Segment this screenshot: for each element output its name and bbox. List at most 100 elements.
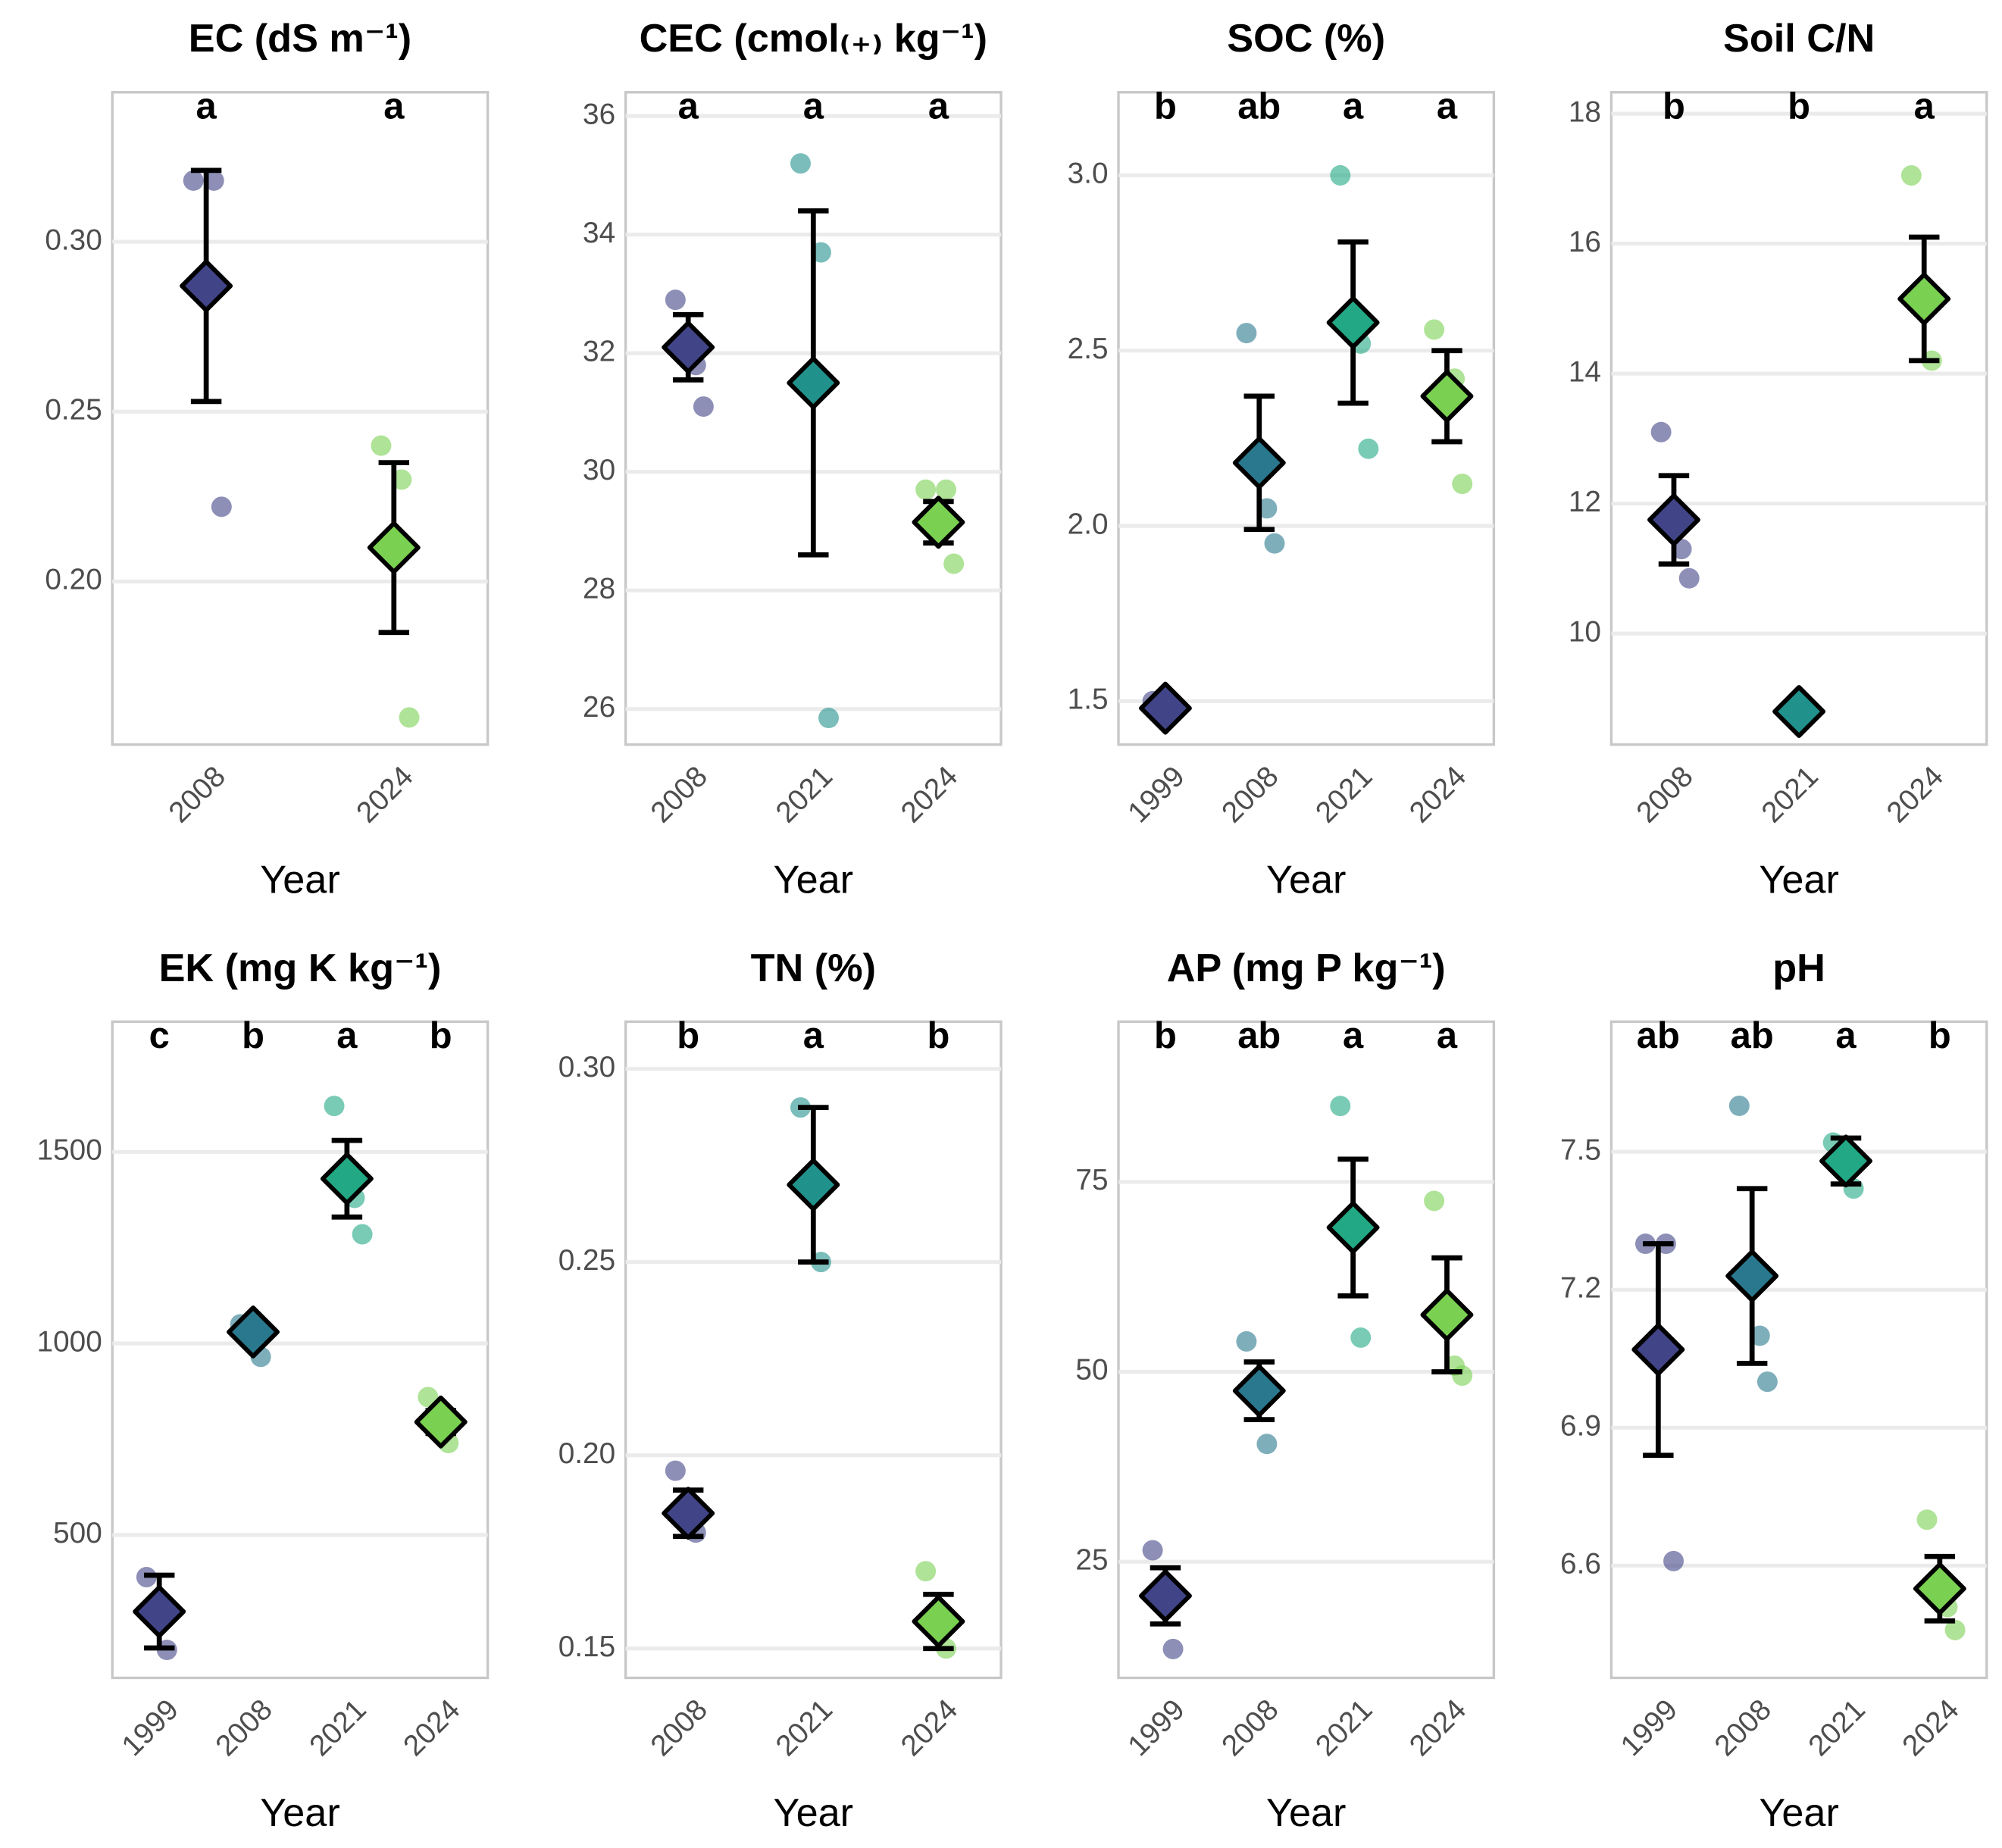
mean-diamond	[1897, 272, 1951, 326]
chart-title: EK (mg K kg⁻¹)	[159, 946, 442, 990]
mean-diamond	[1772, 685, 1826, 738]
x-tick-label: 2021	[1802, 1693, 1871, 1762]
significance-letter: a	[383, 86, 405, 127]
data-point	[1424, 1190, 1445, 1212]
mean-diamond	[1326, 295, 1380, 349]
data-point	[943, 553, 965, 574]
data-point	[665, 1460, 686, 1481]
y-tick-label: 0.20	[558, 1437, 615, 1470]
significance-letter: b	[430, 1015, 452, 1056]
chart-title: SOC (%)	[1227, 17, 1385, 61]
x-tick-label: 2024	[895, 1693, 964, 1762]
y-tick-label: 75	[1075, 1164, 1108, 1196]
data-point	[1452, 474, 1473, 495]
significance-letter: ab	[1637, 1015, 1680, 1056]
data-point	[1162, 1638, 1184, 1659]
x-tick-label: 1999	[1615, 1693, 1684, 1762]
plot-frame	[111, 91, 490, 746]
mean-diamond	[1631, 1323, 1685, 1377]
y-tick-label: 30	[583, 454, 615, 486]
data-point	[936, 479, 957, 500]
plot-frame	[624, 91, 1003, 746]
y-tick-label: 18	[1569, 95, 1601, 128]
x-tick-label: 2021	[770, 760, 839, 829]
y-tick-label: 34	[583, 217, 615, 249]
y-tick-label: 7.2	[1560, 1271, 1601, 1304]
significance-letter: b	[1154, 86, 1177, 127]
y-tick-label: 0.25	[558, 1244, 615, 1277]
x-axis-title: Year	[1759, 858, 1839, 902]
significance-letter: ab	[1731, 1015, 1774, 1056]
mean-diamond	[414, 1395, 468, 1449]
plot-frame	[624, 1020, 1003, 1680]
mean-diamond	[133, 1585, 186, 1638]
x-tick-label: 2008	[1630, 760, 1699, 829]
data-point	[1330, 1096, 1351, 1117]
chart-title: AP (mg P kg⁻¹)	[1167, 946, 1446, 990]
y-tick-label: 16	[1569, 226, 1601, 258]
significance-letter: b	[1928, 1015, 1951, 1056]
data-point	[1236, 323, 1257, 344]
mean-diamond	[1913, 1562, 1966, 1615]
mean-diamond	[180, 259, 233, 313]
x-tick-label: 1999	[1121, 760, 1190, 829]
data-point	[391, 469, 412, 490]
y-tick-label: 2.0	[1068, 508, 1109, 540]
plot-frame	[111, 1020, 490, 1680]
x-tick-label: 2024	[1403, 760, 1472, 829]
y-tick-label: 7.5	[1560, 1134, 1601, 1166]
significance-letter: b	[1663, 86, 1685, 127]
mean-diamond	[1819, 1134, 1872, 1188]
data-point	[1916, 1509, 1938, 1531]
significance-letter: a	[803, 1015, 824, 1056]
significance-letter: a	[1437, 1015, 1458, 1056]
x-tick-label: 2008	[1215, 1693, 1284, 1762]
mean-diamond	[912, 1595, 965, 1648]
y-tick-label: 25	[1075, 1543, 1108, 1576]
mean-diamond	[1232, 1364, 1286, 1418]
chart-title: EC (dS m⁻¹)	[189, 17, 411, 61]
x-tick-label: 2024	[895, 760, 964, 829]
chart-title: CEC (cmol₍₊₎ kg⁻¹)	[640, 17, 987, 61]
data-point	[818, 708, 840, 729]
significance-letter: a	[1343, 86, 1364, 127]
significance-letter: ab	[1237, 86, 1281, 127]
significance-letter: a	[1914, 86, 1935, 127]
x-tick-label: 2008	[1215, 760, 1284, 829]
y-tick-label: 1000	[37, 1325, 102, 1358]
mean-diamond	[1420, 1288, 1474, 1342]
data-point	[1678, 568, 1700, 589]
x-tick-label: 2021	[1309, 1693, 1378, 1762]
data-point	[1350, 1327, 1372, 1348]
y-tick-label: 10	[1569, 615, 1601, 648]
significance-letter: c	[149, 1015, 170, 1056]
mean-diamond	[1725, 1249, 1779, 1302]
y-tick-label: 28	[583, 572, 615, 605]
mean-diamond	[1138, 1569, 1192, 1623]
x-tick-label: 2024	[1881, 760, 1950, 829]
significance-letter: a	[678, 86, 699, 127]
significance-letter: a	[1343, 1015, 1364, 1056]
x-tick-label: 2024	[397, 1693, 466, 1762]
data-point	[665, 289, 686, 311]
significance-letter: b	[927, 1015, 950, 1056]
mean-diamond	[662, 1487, 715, 1540]
data-point	[1236, 1330, 1257, 1352]
data-point	[693, 396, 714, 417]
x-tick-label: 2008	[163, 760, 232, 829]
x-tick-label: 1999	[1121, 1693, 1190, 1762]
mean-diamond	[367, 521, 421, 574]
data-point	[1256, 1434, 1278, 1455]
significance-letter: a	[336, 1015, 358, 1056]
x-tick-label: 2024	[1403, 1693, 1472, 1762]
significance-letter: ab	[1237, 1015, 1281, 1056]
x-tick-label: 1999	[116, 1693, 185, 1762]
x-tick-label: 2021	[1309, 760, 1378, 829]
data-point	[1663, 1550, 1684, 1571]
data-point	[915, 1561, 937, 1582]
data-point	[183, 170, 204, 191]
data-point	[211, 496, 232, 518]
y-tick-label: 1.5	[1068, 683, 1109, 716]
significance-letter: b	[1788, 86, 1810, 127]
